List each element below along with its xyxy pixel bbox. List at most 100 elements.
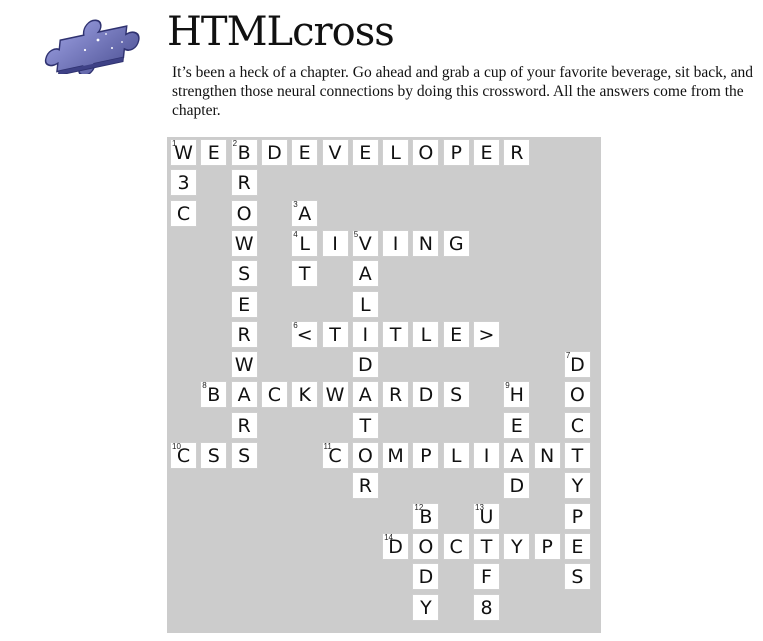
crossword-cell[interactable]: O: [563, 381, 591, 409]
cell-letter: H: [509, 384, 524, 407]
crossword-cell[interactable]: R: [230, 411, 258, 439]
crossword-cell[interactable]: Y: [563, 472, 591, 500]
crossword-cell[interactable]: I: [351, 320, 379, 348]
crossword-cell[interactable]: I: [473, 442, 500, 469]
crossword-cell[interactable]: E: [200, 139, 228, 166]
crossword-cell[interactable]: N: [533, 442, 561, 469]
crossword-cell[interactable]: W: [321, 381, 349, 409]
crossword-cell[interactable]: O: [412, 532, 440, 560]
crossword-cell[interactable]: Y: [412, 593, 440, 621]
crossword-cell[interactable]: 12 B: [412, 502, 440, 530]
crossword-cell[interactable]: G: [442, 229, 470, 257]
cell-letter: L: [420, 323, 432, 346]
crossword-cell[interactable]: R: [503, 139, 531, 166]
crossword-cell[interactable]: D: [260, 139, 288, 166]
crossword-cell[interactable]: D: [503, 472, 531, 500]
crossword-cell[interactable]: 13 U: [473, 502, 500, 530]
crossword-cell[interactable]: D: [412, 563, 440, 591]
clue-number: 14: [384, 532, 393, 542]
crossword-cell[interactable]: E: [503, 411, 531, 439]
cell-letter: R: [237, 172, 251, 195]
crossword-cell[interactable]: P: [563, 502, 591, 530]
crossword-cell[interactable]: I: [321, 229, 349, 257]
crossword-cell[interactable]: C: [260, 381, 288, 409]
crossword-cell[interactable]: Y: [503, 532, 531, 560]
cell-letter: E: [510, 414, 523, 437]
cell-letter: D: [388, 535, 403, 558]
crossword-cell[interactable]: A: [351, 260, 379, 288]
crossword-cell[interactable]: 8: [473, 593, 500, 621]
crossword-cell[interactable]: E: [442, 320, 470, 348]
crossword-cell[interactable]: E: [563, 532, 591, 560]
crossword-cell[interactable]: W: [230, 351, 258, 379]
crossword-cell[interactable]: 6 <: [291, 320, 319, 348]
crossword-cell[interactable]: S: [230, 260, 258, 288]
crossword-cell[interactable]: R: [230, 320, 258, 348]
crossword-cell[interactable]: P: [442, 139, 470, 166]
cell-letter: L: [360, 293, 371, 316]
cell-letter: M: [387, 445, 404, 467]
clue-number: 6: [293, 320, 298, 330]
cell-letter: K: [298, 384, 311, 407]
crossword-cell[interactable]: I: [382, 229, 410, 257]
crossword-cell[interactable]: A: [503, 442, 531, 469]
crossword-cell[interactable]: O: [230, 199, 258, 227]
crossword-cell[interactable]: S: [442, 381, 470, 409]
crossword-cell[interactable]: K: [291, 381, 319, 409]
crossword-cell[interactable]: S: [230, 442, 258, 469]
crossword-cell[interactable]: P: [533, 532, 561, 560]
crossword-cell[interactable]: T: [563, 442, 591, 469]
crossword-cell[interactable]: A: [351, 381, 379, 409]
crossword-cell[interactable]: E: [473, 139, 500, 166]
crossword-cell[interactable]: N: [412, 229, 440, 257]
crossword-cell[interactable]: T: [382, 320, 410, 348]
crossword-cell[interactable]: 10 C: [170, 442, 197, 469]
crossword-cell[interactable]: D: [412, 381, 440, 409]
crossword-cell[interactable]: C: [563, 411, 591, 439]
crossword-cell[interactable]: E: [291, 139, 319, 166]
crossword-cell[interactable]: O: [412, 139, 440, 166]
crossword-cell[interactable]: 3: [170, 169, 197, 197]
crossword-cell[interactable]: M: [382, 442, 410, 469]
crossword-cell[interactable]: L: [382, 139, 410, 166]
crossword-cell[interactable]: S: [563, 563, 591, 591]
crossword-cell[interactable]: L: [442, 442, 470, 469]
crossword-cell[interactable]: C: [442, 532, 470, 560]
crossword-cell[interactable]: C: [170, 199, 197, 227]
crossword-cell[interactable]: A: [230, 381, 258, 409]
crossword-cell[interactable]: O: [351, 442, 379, 469]
cell-letter: L: [450, 445, 462, 467]
crossword-cell[interactable]: 14 D: [382, 532, 410, 560]
crossword-cell[interactable]: D: [351, 351, 379, 379]
cell-letter: D: [509, 475, 525, 498]
crossword-cell[interactable]: E: [230, 290, 258, 318]
crossword-cell[interactable]: L: [351, 290, 379, 318]
cell-letter: N: [539, 445, 555, 467]
crossword-cell[interactable]: V: [321, 139, 349, 166]
crossword-cell[interactable]: 11 C: [321, 442, 349, 469]
crossword-cell[interactable]: S: [200, 442, 228, 469]
crossword-cell[interactable]: L: [412, 320, 440, 348]
crossword-cell[interactable]: T: [473, 532, 500, 560]
crossword-cell[interactable]: F: [473, 563, 500, 591]
cell-letter: T: [389, 323, 402, 346]
crossword-cell[interactable]: R: [230, 169, 258, 197]
crossword-cell[interactable]: >: [473, 320, 500, 348]
crossword-cell[interactable]: W: [230, 229, 258, 257]
crossword-cell[interactable]: E: [351, 139, 379, 166]
crossword-cell[interactable]: T: [321, 320, 349, 348]
crossword-cell[interactable]: P: [412, 442, 440, 469]
crossword-cell[interactable]: T: [291, 260, 319, 288]
crossword-cell[interactable]: R: [382, 381, 410, 409]
cell-letter: C: [176, 445, 191, 467]
crossword-cell[interactable]: T: [351, 411, 379, 439]
crossword-cell[interactable]: R: [351, 472, 379, 500]
